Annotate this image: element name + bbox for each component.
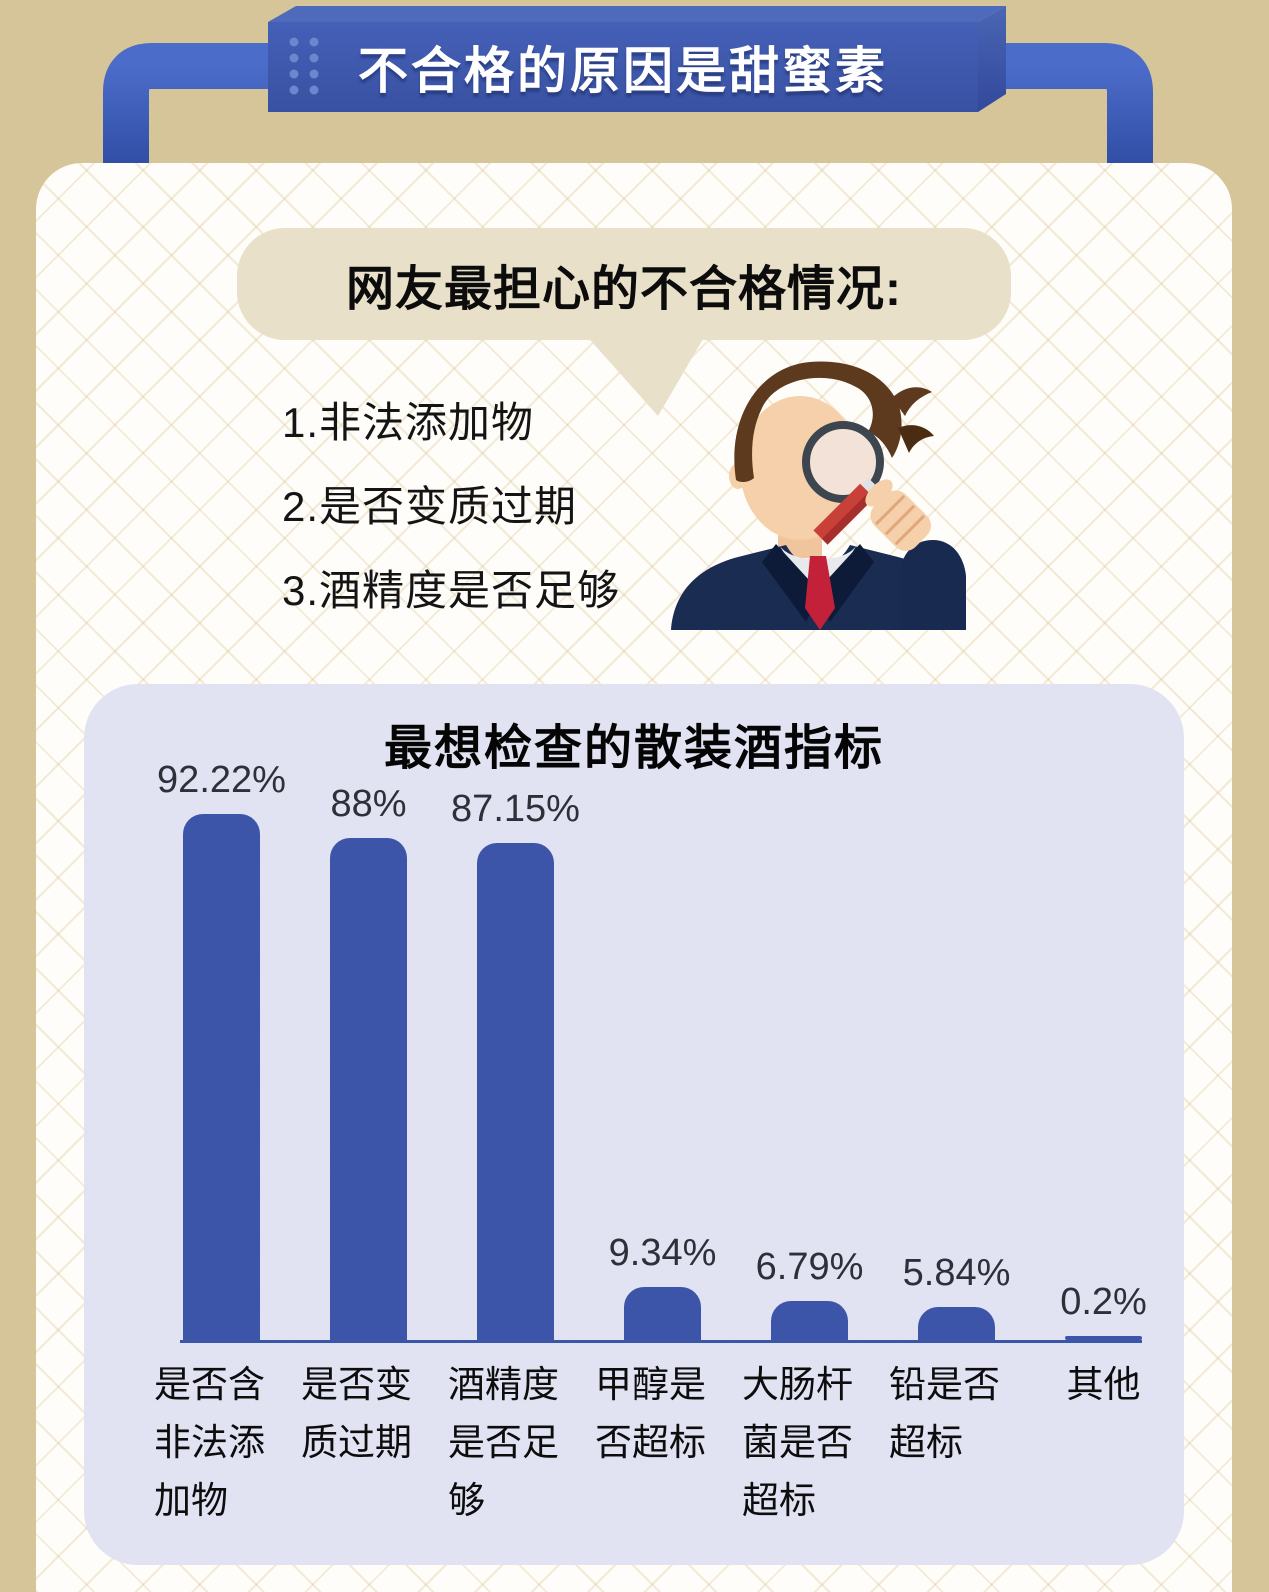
- magnifier-handle-shadow: [821, 492, 875, 545]
- bar-value-label: 88%: [330, 783, 407, 825]
- concern-item: 2.是否变质过期: [282, 483, 578, 530]
- hair: [734, 361, 902, 483]
- hair-spike-lower: [898, 425, 934, 453]
- chart-panel: 最想检查的散装酒指标 92.22% 88% 87.15% 9.34% 6.79% 5.84…: [84, 684, 1184, 1565]
- bar-column: 9.34%: [589, 745, 736, 1340]
- bar-value-label: 6.79%: [755, 1246, 864, 1288]
- magnifier-handle: [813, 483, 875, 545]
- speech-bubble: 网友最担心的不合格情况:: [237, 228, 1011, 340]
- bar-value-label: 87.15%: [451, 788, 580, 830]
- thumb: [865, 479, 893, 507]
- bar: [771, 1301, 848, 1340]
- bar-column: 87.15%: [442, 745, 589, 1340]
- concern-item: 1.非法添加物: [282, 399, 535, 446]
- category-label: 酒精度 是否足 够: [448, 1364, 559, 1521]
- bar: [183, 814, 260, 1340]
- arm-sleeve: [900, 540, 966, 630]
- magnifier-lens: [810, 429, 876, 495]
- x-axis-line: [180, 1340, 1142, 1343]
- left-lapel: [762, 544, 820, 622]
- category-label: 甲醇是 否超标: [595, 1364, 706, 1463]
- hand: [870, 490, 931, 551]
- page-title: 不合格的原因是甜蜜素: [358, 43, 888, 99]
- bar-value-label: 9.34%: [608, 1232, 717, 1274]
- banner-side-face: [978, 6, 1006, 112]
- bar-value-label: 0.2%: [1060, 1281, 1147, 1323]
- bar: [330, 838, 407, 1340]
- magnifier-ring: [802, 421, 884, 503]
- banner-front-face: [268, 22, 978, 112]
- speech-bubble-text: 网友最担心的不合格情况:: [346, 263, 902, 316]
- bar: [477, 843, 554, 1340]
- left-handle-tube: [103, 43, 272, 175]
- bar-column: 92.22%: [148, 745, 295, 1340]
- bar-column: 5.84%: [883, 745, 1030, 1340]
- bar: [624, 1287, 701, 1340]
- category-label: 是否变 质过期: [301, 1364, 412, 1463]
- bar-column: 6.79%: [736, 745, 883, 1340]
- bar-column: 88%: [295, 745, 442, 1340]
- category-row: 是否含 非法添 加物 是否变 质过期 酒精度 是否足 够甲醇是 否超标 大肠杆 菌是否…: [148, 1356, 1177, 1530]
- banner-3d-graphic: [103, 6, 1153, 175]
- bar: [1065, 1336, 1142, 1340]
- category-label: 大肠杆 菌是否 超标: [742, 1364, 853, 1521]
- bar-columns: 92.22% 88% 87.15% 9.34% 6.79% 5.84% 0.2%: [148, 745, 1177, 1340]
- tie: [805, 556, 835, 630]
- chart-title: 最想检查的散装酒指标: [383, 722, 884, 775]
- concern-list: 1.非法添加物 2.是否变质过期 3.酒精度是否足够: [282, 399, 620, 651]
- bar: [918, 1307, 995, 1340]
- category-label: 其他: [1066, 1364, 1141, 1405]
- concern-item: 3.酒精度是否足够: [282, 567, 621, 614]
- right-handle-tube: [976, 43, 1153, 175]
- category-label: 铅是否 超标: [889, 1364, 1000, 1463]
- bar-column: 0.2%: [1030, 745, 1177, 1340]
- banner-top-face: [268, 6, 1006, 22]
- dot-grid-decoration: [289, 37, 319, 95]
- bar-value-label: 5.84%: [902, 1252, 1011, 1294]
- bar-value-label: 92.22%: [157, 759, 286, 801]
- inspector-with-magnifier-illustration: [671, 361, 966, 630]
- category-label: 是否含 非法添 加物: [154, 1364, 265, 1521]
- hair-spike-upper: [892, 387, 932, 416]
